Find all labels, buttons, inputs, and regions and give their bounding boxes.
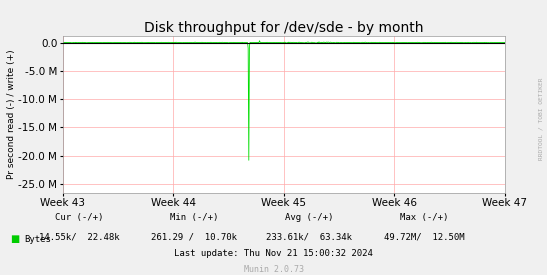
- Text: RRDTOOL / TOBI OETIKER: RRDTOOL / TOBI OETIKER: [538, 77, 543, 160]
- Text: Last update: Thu Nov 21 15:00:32 2024: Last update: Thu Nov 21 15:00:32 2024: [174, 249, 373, 258]
- Text: Munin 2.0.73: Munin 2.0.73: [243, 265, 304, 274]
- Y-axis label: Pr second read (-) / write (+): Pr second read (-) / write (+): [7, 49, 15, 179]
- Text: Bytes: Bytes: [25, 235, 51, 244]
- Text: 14.55k/  22.48k: 14.55k/ 22.48k: [39, 232, 120, 241]
- Text: 49.72M/  12.50M: 49.72M/ 12.50M: [383, 232, 464, 241]
- Title: Disk throughput for /dev/sde - by month: Disk throughput for /dev/sde - by month: [144, 21, 423, 35]
- Text: Max (-/+): Max (-/+): [400, 213, 448, 222]
- Text: 233.61k/  63.34k: 233.61k/ 63.34k: [266, 232, 352, 241]
- Text: 261.29 /  10.70k: 261.29 / 10.70k: [151, 232, 237, 241]
- Text: Min (-/+): Min (-/+): [170, 213, 218, 222]
- Text: Avg (-/+): Avg (-/+): [285, 213, 333, 222]
- Text: Cur (-/+): Cur (-/+): [55, 213, 103, 222]
- Text: ■: ■: [10, 234, 19, 244]
